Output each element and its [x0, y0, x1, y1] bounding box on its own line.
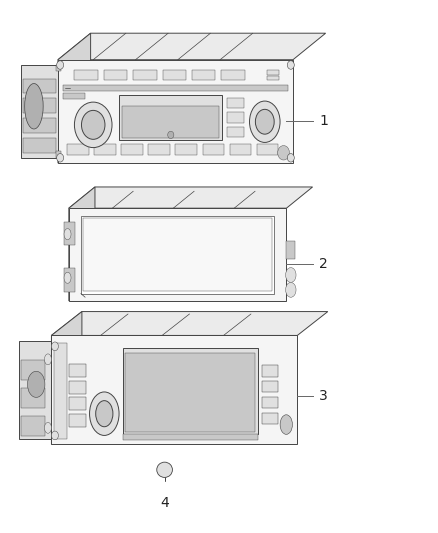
Ellipse shape — [255, 109, 274, 134]
Ellipse shape — [286, 282, 296, 297]
Bar — [67, 144, 88, 155]
Bar — [21, 65, 58, 158]
Bar — [261, 413, 278, 424]
Polygon shape — [51, 312, 82, 444]
Ellipse shape — [57, 61, 64, 69]
Polygon shape — [69, 187, 95, 301]
Bar — [162, 70, 186, 80]
Bar — [58, 60, 293, 163]
Bar — [69, 364, 86, 377]
Bar — [123, 434, 258, 440]
Bar — [227, 112, 244, 123]
Ellipse shape — [280, 415, 293, 434]
Bar — [227, 127, 244, 138]
Bar — [69, 414, 86, 427]
Bar — [63, 85, 288, 91]
Bar — [261, 397, 278, 408]
Ellipse shape — [45, 422, 51, 433]
Bar — [267, 76, 279, 80]
Bar — [230, 144, 251, 155]
Text: 1: 1 — [319, 114, 328, 128]
Bar — [63, 93, 85, 99]
Bar — [23, 118, 57, 133]
Bar — [51, 335, 297, 444]
Bar — [121, 144, 143, 155]
Bar — [21, 388, 46, 408]
Bar — [95, 144, 116, 155]
Bar — [261, 365, 278, 377]
Bar — [23, 78, 57, 93]
Bar — [19, 341, 51, 439]
Bar — [286, 241, 295, 259]
Text: 4: 4 — [160, 496, 169, 510]
Bar — [81, 216, 275, 294]
Polygon shape — [51, 312, 328, 335]
Bar — [133, 70, 157, 80]
Bar — [21, 360, 46, 381]
Text: 2: 2 — [319, 257, 328, 271]
Bar — [192, 70, 215, 80]
Bar — [69, 398, 86, 410]
Ellipse shape — [278, 146, 290, 160]
Bar — [64, 269, 75, 292]
Bar — [125, 353, 255, 432]
Ellipse shape — [45, 354, 51, 365]
Bar — [64, 222, 75, 245]
Bar — [221, 70, 245, 80]
Ellipse shape — [57, 154, 64, 162]
Bar — [56, 65, 61, 71]
Ellipse shape — [25, 84, 43, 129]
Polygon shape — [58, 33, 325, 60]
Bar — [257, 144, 278, 155]
Ellipse shape — [286, 268, 296, 282]
Bar — [176, 144, 197, 155]
Ellipse shape — [250, 101, 280, 142]
Ellipse shape — [64, 272, 71, 284]
Bar — [123, 349, 258, 434]
Ellipse shape — [51, 431, 58, 440]
Ellipse shape — [28, 372, 45, 398]
Ellipse shape — [89, 392, 119, 435]
Bar — [83, 217, 272, 292]
Text: 3: 3 — [319, 390, 328, 403]
Bar — [56, 151, 61, 158]
Bar — [74, 70, 98, 80]
Bar — [23, 138, 57, 152]
Bar — [122, 106, 219, 138]
Polygon shape — [69, 187, 313, 208]
Bar — [104, 70, 127, 80]
Bar — [148, 144, 170, 155]
Polygon shape — [58, 33, 91, 163]
Bar — [119, 95, 223, 140]
Ellipse shape — [168, 131, 174, 139]
Ellipse shape — [95, 401, 113, 427]
Ellipse shape — [81, 110, 105, 139]
Bar — [227, 98, 244, 108]
Ellipse shape — [64, 229, 71, 240]
Bar — [69, 208, 286, 301]
Ellipse shape — [51, 342, 58, 351]
Ellipse shape — [157, 462, 173, 478]
Bar — [69, 381, 86, 393]
Bar — [21, 416, 46, 436]
Bar — [267, 70, 279, 75]
Bar — [202, 144, 224, 155]
Bar — [23, 98, 57, 113]
Ellipse shape — [287, 61, 294, 69]
Ellipse shape — [287, 154, 294, 162]
Ellipse shape — [74, 102, 112, 148]
Bar — [53, 343, 67, 439]
Bar — [261, 381, 278, 392]
